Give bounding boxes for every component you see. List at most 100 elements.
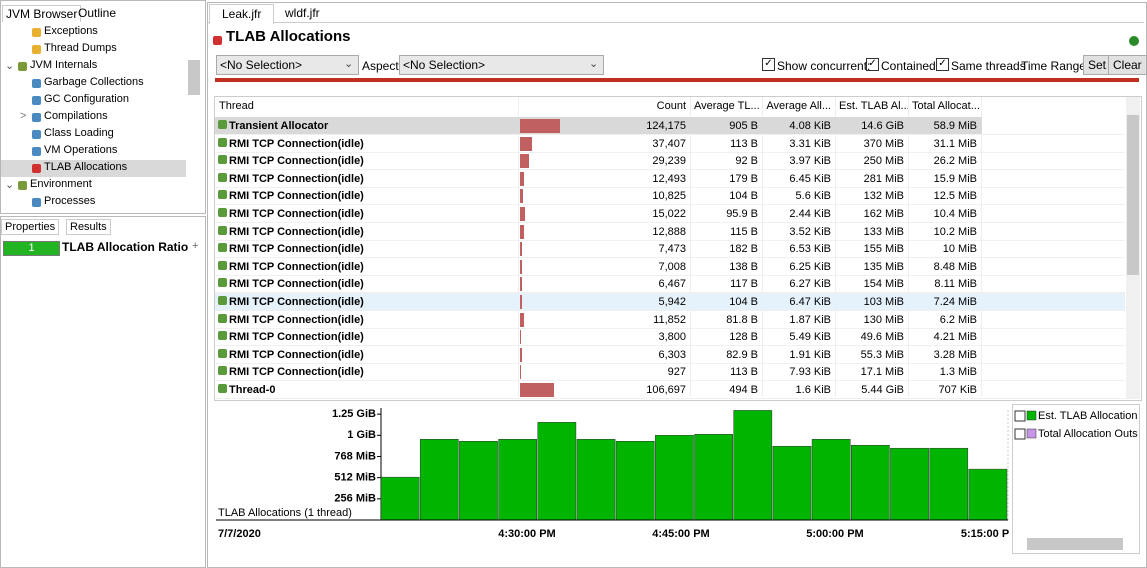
y-tick-label: 768 MiB	[334, 450, 376, 462]
cell: 6.25 KiB	[789, 260, 831, 273]
button[interactable]: Set	[1083, 55, 1112, 75]
row-line	[215, 134, 1125, 135]
thread-name[interactable]: RMI TCP Connection(idle)	[229, 331, 364, 344]
tab[interactable]: JVM Browser	[2, 5, 82, 22]
bar	[615, 441, 655, 521]
tree-item[interactable]: JVM Internals	[30, 59, 98, 71]
column-header[interactable]: Thread	[219, 100, 254, 112]
expand-arrow: ⌄	[5, 60, 15, 72]
thread-name[interactable]: RMI TCP Connection(idle)	[229, 243, 364, 256]
cell: 95.9 B	[726, 208, 758, 220]
scroll-thumb[interactable]	[188, 60, 200, 95]
column-divider	[981, 97, 982, 397]
icon	[32, 198, 41, 207]
thread-name[interactable]: RMI TCP Connection(idle)	[229, 348, 364, 361]
row-line	[215, 398, 1125, 399]
checkbox[interactable]: ✓	[762, 58, 775, 71]
column-divider	[518, 97, 519, 397]
icon	[32, 164, 41, 173]
cell: 81.8 B	[726, 313, 758, 326]
column-header[interactable]: Total Allocat...	[912, 100, 980, 112]
cell: 5,942	[658, 296, 686, 308]
bar	[459, 441, 498, 521]
bar	[419, 439, 459, 521]
tab[interactable]: Leak.jfr	[209, 4, 275, 24]
thread-name[interactable]: RMI TCP Connection(idle)	[229, 296, 364, 308]
row-line	[215, 327, 1125, 329]
count-bar	[520, 224, 525, 239]
cell: 3,800	[658, 331, 686, 344]
cell: 58.9 MiB	[933, 120, 977, 132]
cell: 82.9 B	[726, 348, 758, 361]
cell: 15.9 MiB	[933, 172, 977, 185]
icon	[32, 45, 41, 54]
thread-name[interactable]: Thread-0	[229, 384, 276, 396]
progress-bar	[215, 78, 1139, 82]
thread-name[interactable]: RMI TCP Connection(idle)	[229, 313, 364, 326]
icon	[218, 155, 227, 165]
tree-item[interactable]: TLAB Allocations	[44, 161, 128, 173]
label: Aspect:	[362, 59, 403, 73]
bar	[733, 410, 773, 521]
column-header[interactable]: Count	[656, 100, 686, 112]
column-header[interactable]: Est. TLAB Al...	[839, 100, 910, 112]
cell: 106,697	[646, 384, 686, 396]
table-frame	[214, 96, 1142, 401]
cell: 3.97 KiB	[789, 155, 831, 168]
scroll-thumb[interactable]	[1027, 538, 1123, 550]
count-bar	[520, 189, 524, 204]
icon	[32, 130, 41, 139]
cell: 154 MiB	[863, 278, 904, 291]
tree-item[interactable]: VM Operations	[44, 144, 118, 156]
cell: 12.5 MiB	[933, 190, 977, 203]
tab[interactable]: wldf.jfr	[285, 6, 320, 20]
cell: 7,008	[658, 260, 686, 273]
separator	[208, 22, 1144, 23]
tree-item[interactable]: Exceptions	[44, 25, 98, 37]
thread-name[interactable]: RMI TCP Connection(idle)	[229, 278, 364, 291]
row-line	[215, 257, 1125, 259]
checkbox-label[interactable]: Show concurrent:	[777, 59, 871, 73]
dropdown[interactable]: <No Selection>	[399, 55, 604, 75]
cell: 1.87 KiB	[789, 313, 831, 326]
cell: 7.24 MiB	[933, 296, 977, 308]
thread-name[interactable]: RMI TCP Connection(idle)	[229, 208, 364, 220]
cell: 370 MiB	[863, 137, 904, 150]
scroll-thumb[interactable]	[1127, 115, 1139, 275]
tree-item[interactable]: Garbage Collections	[44, 76, 144, 88]
tree-item[interactable]: Thread Dumps	[44, 42, 117, 54]
tab[interactable]: Properties	[1, 219, 60, 235]
cell: 29,239	[652, 155, 686, 168]
tab[interactable]: Outline	[78, 6, 117, 20]
thread-name[interactable]: RMI TCP Connection(idle)	[229, 366, 364, 379]
tree-item[interactable]: Compilations	[44, 110, 108, 122]
count-bar	[520, 383, 555, 397]
thread-name[interactable]: RMI TCP Connection(idle)	[229, 225, 364, 238]
checkbox[interactable]: ✓	[866, 58, 879, 71]
thread-name[interactable]: RMI TCP Connection(idle)	[229, 137, 364, 150]
result-label: TLAB Allocation Ratio	[62, 240, 189, 254]
y-tick-label: 1 GiB	[347, 429, 376, 441]
checkbox-label[interactable]: Same threads	[951, 59, 1026, 73]
dropdown[interactable]: <No Selection>	[216, 55, 359, 75]
dropdown-arrow: ⌄	[344, 58, 354, 70]
tree-item[interactable]: Processes	[44, 195, 96, 207]
result-value: 1	[3, 241, 60, 256]
button[interactable]: Clear	[1108, 55, 1147, 75]
tree-item[interactable]: Class Loading	[44, 127, 114, 139]
tab[interactable]: Results	[66, 219, 111, 235]
thread-name[interactable]: Transient Allocator	[229, 120, 329, 132]
x-tick-label: 4:30:00 PM	[498, 528, 555, 540]
tree-item[interactable]: Environment	[30, 178, 92, 190]
thread-name[interactable]: RMI TCP Connection(idle)	[229, 260, 364, 273]
thread-name[interactable]: RMI TCP Connection(idle)	[229, 190, 364, 203]
checkbox[interactable]: ✓	[936, 58, 949, 71]
column-header[interactable]: Average TL...	[694, 100, 760, 112]
column-header[interactable]: Average All...	[766, 100, 831, 112]
cell: 104 B	[729, 296, 758, 308]
checkbox-label[interactable]: Contained	[881, 59, 936, 73]
icon	[18, 181, 27, 190]
thread-name[interactable]: RMI TCP Connection(idle)	[229, 172, 364, 185]
thread-name[interactable]: RMI TCP Connection(idle)	[229, 155, 364, 168]
tree-item[interactable]: GC Configuration	[44, 93, 129, 105]
